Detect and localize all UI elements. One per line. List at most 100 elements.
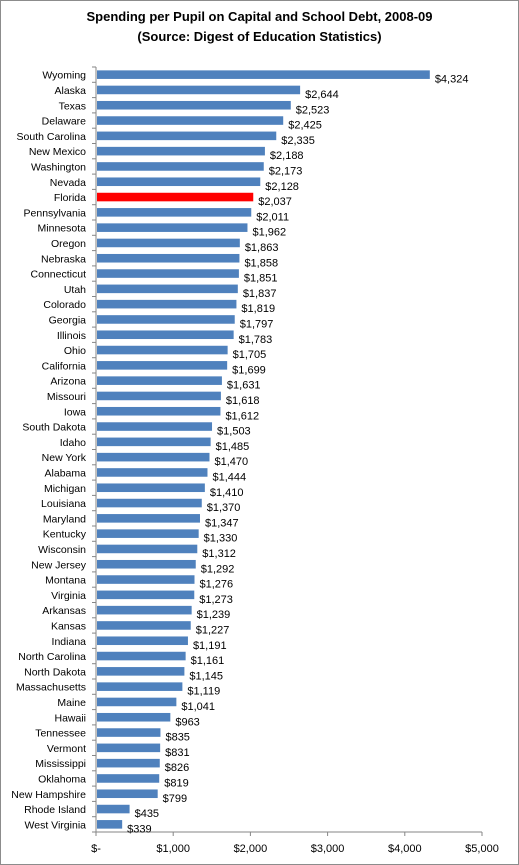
- bar-oklahoma: [97, 774, 160, 783]
- value-label: $1,797: [240, 318, 274, 330]
- bar-new-mexico: [97, 146, 265, 156]
- bar-nevada: [97, 177, 261, 187]
- category-label: West Virginia: [25, 819, 87, 831]
- bar-connecticut: [97, 269, 239, 278]
- category-label: Kansas: [51, 620, 86, 632]
- value-label: $1,962: [252, 227, 286, 239]
- bar-indiana: [97, 636, 188, 646]
- category-label: Virginia: [51, 590, 86, 602]
- bar-arizona: [97, 376, 222, 385]
- bar-ohio: [97, 345, 228, 355]
- bar-washington: [97, 162, 264, 171]
- value-label: $1,618: [226, 395, 260, 407]
- category-label: Colorado: [43, 299, 86, 311]
- category-label: Louisiana: [41, 498, 86, 510]
- bar-alabama: [97, 468, 208, 477]
- value-label: $339: [127, 823, 151, 835]
- bar-new-hampshire: [97, 789, 158, 799]
- value-label: $1,470: [214, 456, 248, 468]
- value-label: $826: [165, 762, 189, 774]
- value-label: $1,145: [189, 670, 223, 682]
- category-label: North Carolina: [18, 651, 86, 663]
- bar-colorado: [97, 299, 237, 309]
- bar-missouri: [97, 391, 221, 401]
- bar-idaho: [97, 437, 211, 447]
- category-label: Kentucky: [43, 529, 87, 541]
- category-label: Arkansas: [42, 605, 86, 617]
- bar-utah: [97, 284, 238, 294]
- value-label: $1,191: [193, 640, 227, 652]
- category-label: Nebraska: [41, 253, 86, 265]
- category-label: Rhode Island: [24, 804, 86, 816]
- category-label: Illinois: [57, 330, 86, 342]
- value-label: $819: [164, 777, 188, 789]
- chart-title: Spending per Pupil on Capital and School…: [86, 9, 433, 24]
- value-label: $1,851: [244, 273, 278, 285]
- x-tick-label: $5,000: [465, 843, 499, 855]
- value-label: $2,173: [269, 165, 303, 177]
- value-label: $2,425: [288, 120, 322, 132]
- category-label: Hawaii: [54, 712, 86, 724]
- bar-wyoming: [97, 70, 430, 79]
- bar-tennessee: [97, 728, 161, 737]
- bar-north-carolina: [97, 651, 186, 661]
- value-label: $1,485: [216, 441, 250, 453]
- bar-pennsylvania: [97, 208, 252, 217]
- bar-wisconsin: [97, 544, 198, 554]
- bar-kansas: [97, 621, 191, 630]
- value-label: $1,819: [241, 303, 275, 315]
- bar-georgia: [97, 315, 235, 324]
- bar-iowa: [97, 406, 221, 416]
- value-label: $1,161: [191, 655, 225, 667]
- value-label: $1,227: [196, 624, 230, 636]
- category-label: Maryland: [43, 513, 86, 525]
- category-label: Pennsylvania: [24, 207, 87, 219]
- x-tick-label: $1,000: [156, 843, 190, 855]
- value-label: $1,239: [197, 609, 231, 621]
- category-label: Minnesota: [38, 223, 87, 235]
- category-label: Mississippi: [35, 758, 86, 770]
- bar-delaware: [97, 116, 284, 125]
- value-label: $1,631: [227, 380, 261, 392]
- value-label: $435: [135, 808, 159, 820]
- value-label: $1,612: [225, 410, 259, 422]
- category-label: New Hampshire: [11, 789, 86, 801]
- bar-texas: [97, 100, 291, 110]
- category-label: Vermont: [47, 743, 86, 755]
- category-label: Arizona: [50, 376, 86, 388]
- category-label: Alaska: [54, 85, 86, 97]
- value-label: $2,128: [265, 181, 299, 193]
- category-label: Indiana: [52, 636, 87, 648]
- bar-maine: [97, 697, 177, 707]
- category-label: Idaho: [60, 437, 86, 449]
- value-label: $1,292: [201, 563, 235, 575]
- bar-rhode-island: [97, 804, 130, 814]
- bar-virginia: [97, 590, 195, 600]
- bar-north-dakota: [97, 667, 185, 676]
- category-label: Georgia: [49, 314, 87, 326]
- category-label: Nevada: [50, 177, 86, 189]
- value-label: $1,119: [187, 686, 220, 698]
- category-label: Michigan: [44, 483, 86, 495]
- category-label: Alabama: [45, 467, 87, 479]
- chart-subtitle: (Source: Digest of Education Statistics): [137, 29, 382, 44]
- category-label: Connecticut: [31, 269, 87, 281]
- category-label: Maine: [57, 697, 86, 709]
- category-label: Tennessee: [35, 728, 86, 740]
- bar-california: [97, 361, 228, 370]
- category-label: Ohio: [64, 345, 86, 357]
- category-label: South Dakota: [22, 422, 86, 434]
- x-tick-label: $2,000: [234, 843, 268, 855]
- value-label: $1,503: [217, 426, 251, 438]
- value-label: $1,273: [199, 594, 233, 606]
- value-label: $1,863: [245, 242, 279, 254]
- category-label: North Dakota: [24, 666, 86, 678]
- value-label: $1,330: [204, 533, 238, 545]
- bar-kentucky: [97, 529, 199, 538]
- bar-hawaii: [97, 712, 171, 722]
- category-label: Montana: [45, 575, 86, 587]
- bar-arkansas: [97, 605, 192, 615]
- bar-florida: [97, 192, 254, 202]
- value-label: $2,644: [305, 89, 339, 101]
